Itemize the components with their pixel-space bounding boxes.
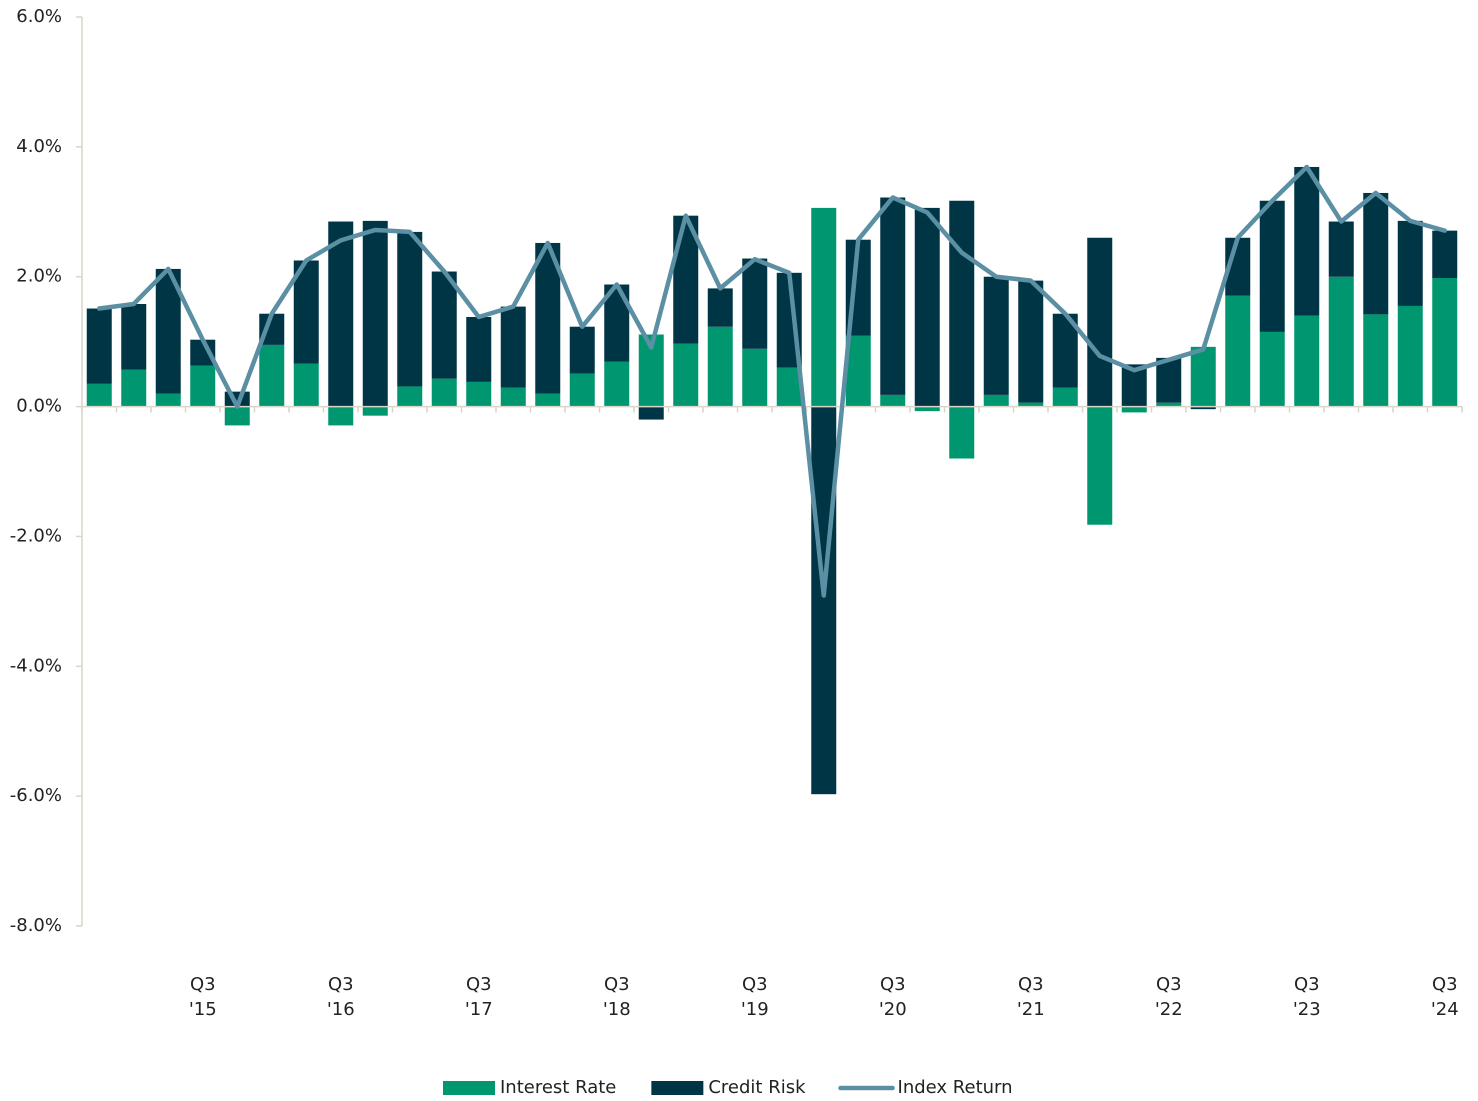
bar xyxy=(880,394,906,407)
bar xyxy=(1259,200,1285,332)
y-tick-label: -2.0% xyxy=(10,525,62,546)
bar xyxy=(1432,230,1458,279)
bar xyxy=(397,386,423,407)
bar xyxy=(1156,402,1182,407)
legend-swatch xyxy=(443,1081,495,1095)
bar xyxy=(949,406,975,459)
bar xyxy=(1397,305,1423,407)
bar xyxy=(500,387,526,407)
bar xyxy=(569,326,595,374)
x-tick-label: Q3'22 xyxy=(1155,974,1183,1020)
bar xyxy=(1328,276,1354,407)
bar xyxy=(86,383,112,407)
bar xyxy=(1121,406,1147,413)
bar xyxy=(914,207,940,407)
y-tick-label: 4.0% xyxy=(16,136,62,157)
bar xyxy=(466,381,492,407)
bar xyxy=(155,393,181,407)
bar xyxy=(362,220,388,407)
legend-label: Index Return xyxy=(898,1077,1013,1098)
line xyxy=(97,164,1447,598)
bar xyxy=(1018,402,1044,407)
bar xyxy=(224,406,250,426)
bar xyxy=(1328,221,1354,277)
bar xyxy=(1294,166,1320,316)
bar xyxy=(880,197,906,395)
bar xyxy=(638,406,664,420)
y-tick-label: 0.0% xyxy=(16,396,62,417)
bar xyxy=(673,343,699,407)
bar xyxy=(811,406,837,795)
bar xyxy=(121,369,147,407)
bar xyxy=(362,406,388,416)
bar xyxy=(1018,280,1044,403)
bar xyxy=(86,308,112,384)
y-tick-label: -8.0% xyxy=(10,915,62,936)
bar xyxy=(983,276,1009,395)
bar xyxy=(328,406,354,426)
bar xyxy=(1052,387,1078,407)
y-tick-label: -4.0% xyxy=(10,655,62,676)
x-tick-label: Q3'17 xyxy=(465,974,493,1020)
bar xyxy=(1190,406,1216,410)
bar xyxy=(914,406,940,412)
legend-swatch xyxy=(651,1081,704,1095)
bar xyxy=(259,344,285,407)
bar xyxy=(742,258,768,349)
bar xyxy=(1225,295,1251,407)
bar xyxy=(190,365,216,407)
bar xyxy=(1087,237,1113,407)
x-tick-label: Q3'24 xyxy=(1431,974,1459,1020)
bar xyxy=(328,221,354,407)
bar xyxy=(1397,220,1423,306)
bar xyxy=(1363,314,1389,407)
bar xyxy=(431,271,457,379)
bar xyxy=(293,260,319,364)
legend-item: Credit Risk xyxy=(651,1077,806,1098)
bar xyxy=(1087,406,1113,525)
bar xyxy=(1294,315,1320,407)
bar xyxy=(707,288,733,327)
bar xyxy=(535,393,561,407)
bar xyxy=(1190,346,1216,407)
bar xyxy=(742,348,768,407)
bar xyxy=(1259,331,1285,407)
legend-label: Credit Risk xyxy=(708,1077,806,1098)
x-tick-label: Q3'20 xyxy=(879,974,907,1020)
y-tick-label: -6.0% xyxy=(10,785,62,806)
bar xyxy=(1363,192,1389,315)
bar xyxy=(811,207,837,407)
bar xyxy=(121,303,147,370)
bar xyxy=(983,394,1009,407)
legend-label: Interest Rate xyxy=(500,1077,616,1098)
x-tick-label: Q3'23 xyxy=(1293,974,1321,1020)
bar xyxy=(1432,278,1458,407)
bar xyxy=(500,306,526,388)
bar xyxy=(293,363,319,407)
legend-item: Index Return xyxy=(838,1077,1013,1098)
x-tick-label: Q3'21 xyxy=(1017,974,1045,1020)
x-tick-label: Q3'15 xyxy=(189,974,217,1020)
bar xyxy=(707,326,733,407)
bar xyxy=(397,231,423,387)
bar xyxy=(1156,357,1182,403)
bar xyxy=(431,378,457,407)
y-tick-label: 6.0% xyxy=(16,6,62,27)
bar xyxy=(466,316,492,382)
legend-item: Interest Rate xyxy=(443,1077,616,1098)
x-tick-label: Q3'19 xyxy=(741,974,769,1020)
y-tick-label: 2.0% xyxy=(16,266,62,287)
x-tick-label: Q3'18 xyxy=(603,974,631,1020)
bar xyxy=(949,200,975,407)
bar xyxy=(569,373,595,407)
bar xyxy=(604,361,630,407)
x-tick-label: Q3'16 xyxy=(327,974,355,1020)
bar xyxy=(776,367,802,407)
